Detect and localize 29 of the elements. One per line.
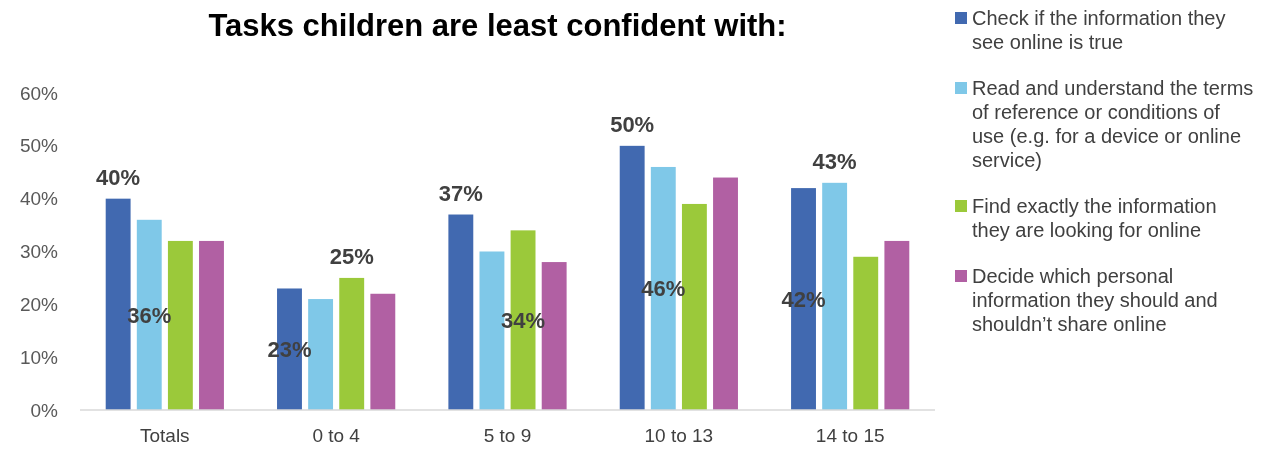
data-label: 25% xyxy=(329,243,374,269)
y-tick-label: 30% xyxy=(19,241,59,263)
y-tick-label: 0% xyxy=(30,399,59,421)
bar xyxy=(339,277,365,410)
data-label: 40% xyxy=(96,164,141,190)
y-tick-label: 10% xyxy=(19,346,59,368)
data-label: 50% xyxy=(610,111,655,137)
x-tick-label: 14 to 15 xyxy=(815,425,885,446)
chart-title: Tasks children are least confident with: xyxy=(208,8,787,43)
legend-label: Read and understand the terms of reference or conditions of use (e.g. for a device or online service) xyxy=(972,76,1255,172)
y-tick-label: 40% xyxy=(19,188,59,210)
bar xyxy=(370,293,396,410)
data-label: 43% xyxy=(812,148,857,174)
x-tick-label: Totals xyxy=(139,425,190,446)
bar xyxy=(884,240,910,410)
bar xyxy=(713,177,738,410)
x-tick-label: 0 to 4 xyxy=(312,425,361,446)
data-label: 37% xyxy=(438,180,483,206)
x-tick-label: 10 to 13 xyxy=(644,425,714,446)
y-tick-label: 60% xyxy=(19,82,59,104)
y-tick-label: 20% xyxy=(19,293,59,315)
y-tick-label: 50% xyxy=(19,135,59,157)
legend-label: Find exactly the information they are looking for online xyxy=(972,194,1218,242)
bar xyxy=(853,256,879,410)
x-tick-label: 5 to 9 xyxy=(483,425,532,446)
bar xyxy=(448,214,474,410)
bar xyxy=(199,240,224,410)
legend-label: Decide which personal information they should and shouldn’t share online xyxy=(972,264,1219,336)
legend-label: Check if the information they see online is true xyxy=(972,6,1227,54)
